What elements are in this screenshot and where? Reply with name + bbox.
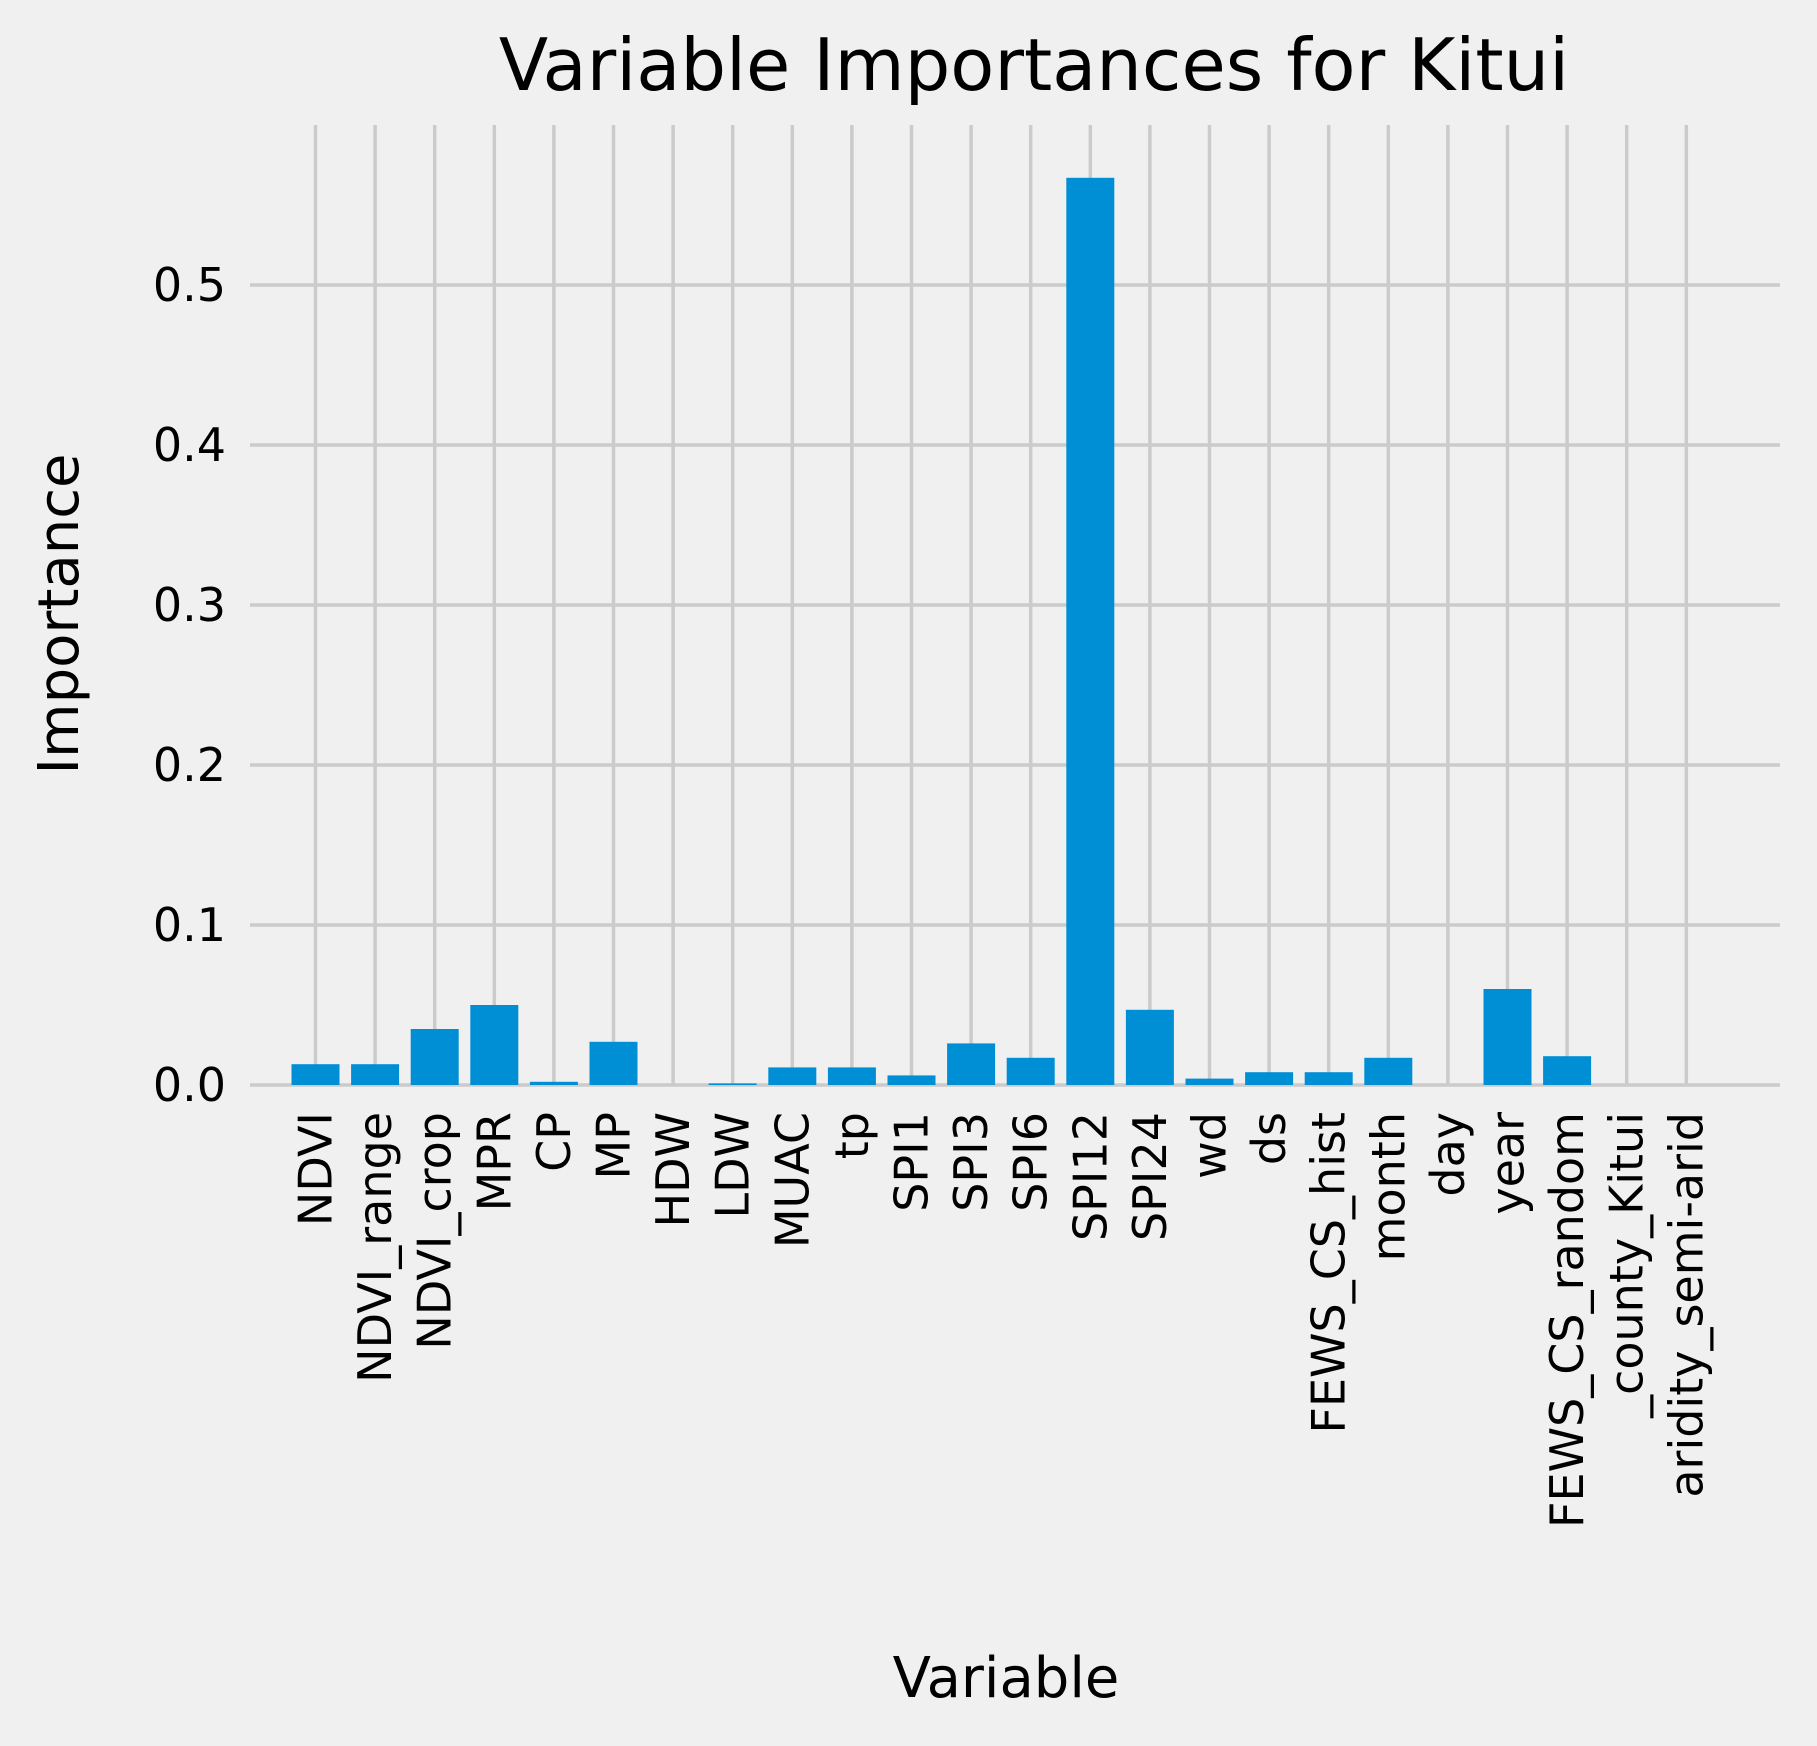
x-tick-label: MPR	[467, 1112, 521, 1211]
grid-lines	[250, 125, 1780, 1087]
x-tick-label: FEWS_CS_hist	[1302, 1112, 1356, 1433]
y-tick-label: 0.2	[153, 738, 226, 792]
bar-SPI1	[887, 1075, 936, 1085]
x-tick-label: day	[1421, 1112, 1475, 1197]
bar-MP	[589, 1041, 638, 1085]
y-tick-label: 0.4	[153, 418, 226, 472]
y-tick-label: 0.5	[153, 258, 226, 312]
x-tick-label: year	[1481, 1112, 1535, 1215]
bar-ds	[1245, 1072, 1294, 1085]
x-tick-label: SPI6	[1004, 1112, 1058, 1212]
bar-FEWS_CS_hist	[1304, 1072, 1353, 1085]
bar-SPI24	[1125, 1009, 1174, 1085]
bar-year	[1483, 989, 1532, 1085]
x-axis-label: Variable	[893, 1646, 1120, 1711]
x-tick-label: SPI12	[1063, 1112, 1117, 1241]
y-tick-label: 0.0	[153, 1058, 226, 1112]
bar-LDW	[708, 1083, 757, 1085]
bar-MUAC	[768, 1067, 817, 1085]
x-tick-label: month	[1361, 1112, 1415, 1261]
bar-NDVI_range	[351, 1064, 400, 1085]
bar-MPR	[470, 1005, 519, 1085]
bar-tp	[827, 1067, 876, 1085]
x-tick-label: wd	[1183, 1112, 1237, 1179]
bar-NDVI	[291, 1064, 340, 1085]
bar-wd	[1185, 1078, 1234, 1085]
bar-SPI3	[947, 1043, 996, 1085]
x-tick-label: tp	[825, 1112, 879, 1159]
x-tick-label: _county_Kitui	[1600, 1112, 1654, 1419]
x-tick-label: NDVI	[289, 1112, 343, 1226]
x-tick-labels: NDVI NDVI_range NDVI_crop MPR CP MP HDW LDW MUAC…	[289, 1112, 1714, 1528]
chart-title: Variable Importances for Kitui	[499, 23, 1569, 107]
bar-SPI6	[1006, 1057, 1055, 1085]
x-tick-label: MUAC	[765, 1112, 819, 1248]
x-tick-label: FEWS_CS_random	[1540, 1112, 1594, 1528]
x-tick-label: NDVI_crop	[408, 1112, 462, 1350]
x-tick-label: aridity_semi-arid	[1659, 1112, 1713, 1498]
x-tick-label: SPI3	[944, 1112, 998, 1212]
bar-NDVI_crop	[410, 1029, 459, 1085]
y-tick-labels: 0.0 0.1 0.2 0.3 0.4 0.5	[153, 258, 226, 1112]
x-tick-label: ds	[1242, 1112, 1296, 1165]
x-tick-label: NDVI_range	[348, 1112, 402, 1383]
bars	[291, 177, 1592, 1086]
x-tick-label: MP	[587, 1112, 641, 1179]
y-tick-label: 0.1	[153, 898, 226, 952]
x-tick-label: CP	[527, 1112, 581, 1172]
x-tick-label: SPI1	[885, 1112, 939, 1212]
x-tick-label: LDW	[706, 1112, 760, 1219]
bar-SPI12	[1066, 177, 1115, 1086]
x-tick-label: HDW	[646, 1112, 700, 1228]
y-axis-label: Importance	[27, 454, 92, 775]
y-tick-label: 0.3	[153, 578, 226, 632]
bar-FEWS_CS_random	[1543, 1056, 1592, 1085]
bar-CP	[529, 1081, 578, 1085]
bar-month	[1364, 1057, 1413, 1085]
x-tick-label: SPI24	[1123, 1112, 1177, 1241]
